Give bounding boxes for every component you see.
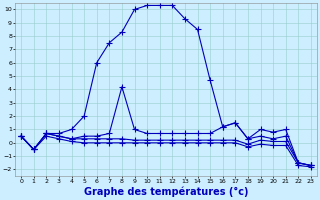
X-axis label: Graphe des températures (°c): Graphe des températures (°c) — [84, 187, 248, 197]
